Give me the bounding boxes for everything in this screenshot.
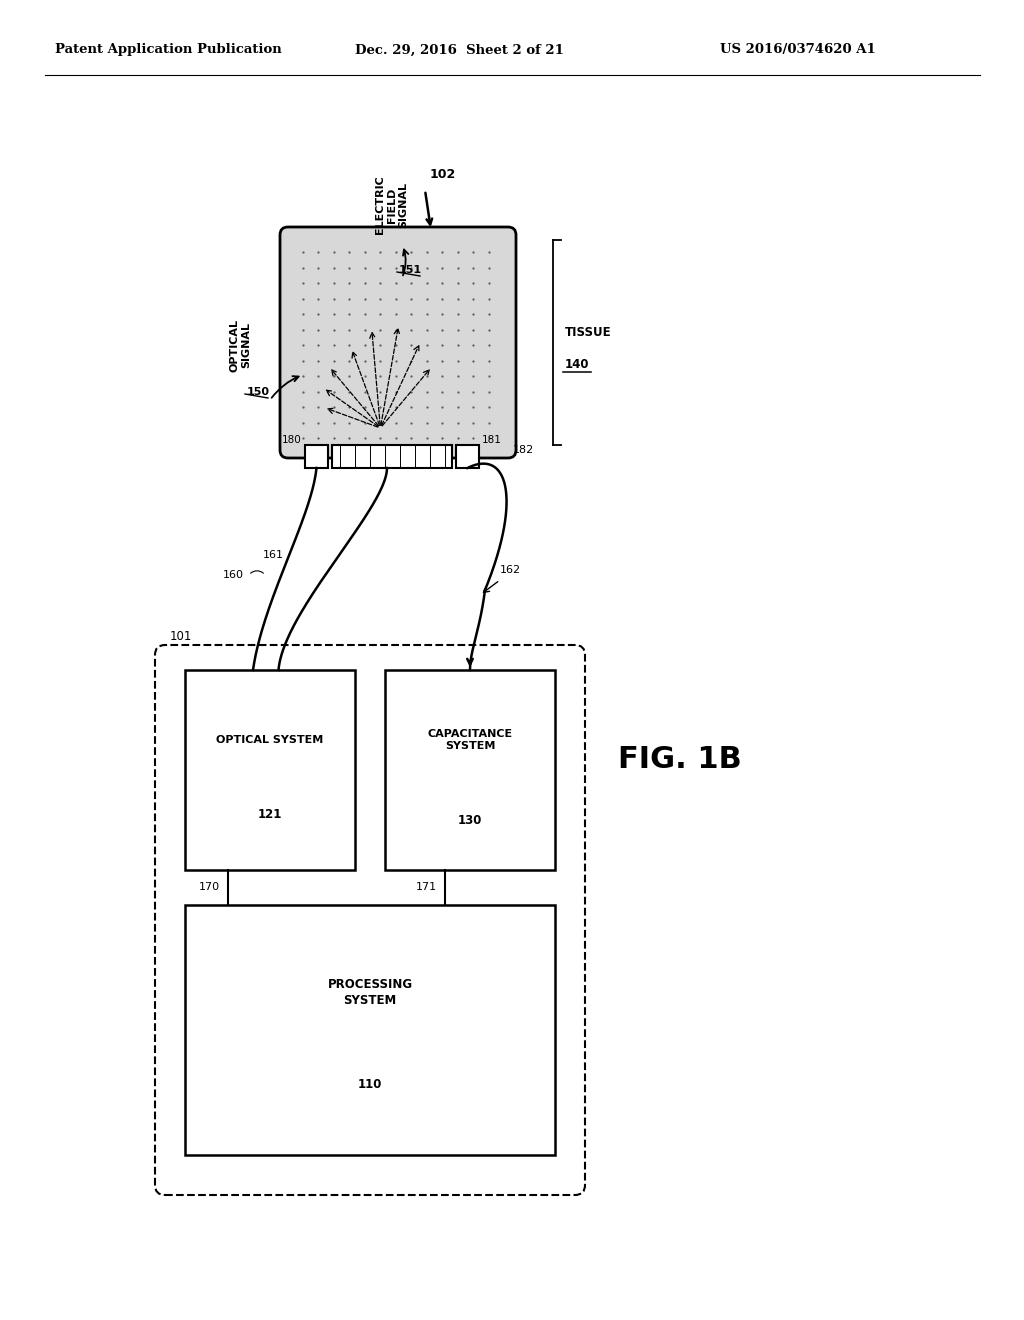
Bar <box>332 445 452 469</box>
Text: Patent Application Publication: Patent Application Publication <box>55 44 282 57</box>
Text: 180: 180 <box>283 436 302 445</box>
Text: 162: 162 <box>500 565 521 576</box>
Text: PROCESSING
SYSTEM: PROCESSING SYSTEM <box>328 978 413 1007</box>
Text: 110: 110 <box>357 1078 382 1092</box>
Text: 130: 130 <box>458 813 482 826</box>
FancyBboxPatch shape <box>155 645 585 1195</box>
Text: 102: 102 <box>430 169 457 181</box>
Text: 171: 171 <box>416 883 436 892</box>
Text: 150: 150 <box>247 387 270 397</box>
Text: FIG. 1B: FIG. 1B <box>618 746 741 775</box>
Text: 151: 151 <box>399 265 422 275</box>
Bar <box>385 671 555 870</box>
FancyBboxPatch shape <box>280 227 516 458</box>
Text: 160: 160 <box>222 570 244 579</box>
Text: 121: 121 <box>258 808 283 821</box>
Bar <box>185 671 355 870</box>
Text: 101: 101 <box>170 630 193 643</box>
Text: 161: 161 <box>263 550 284 560</box>
Text: CAPACITANCE
SYSTEM: CAPACITANCE SYSTEM <box>427 729 513 751</box>
Text: 140: 140 <box>565 358 590 371</box>
Text: OPTICAL
SIGNAL: OPTICAL SIGNAL <box>229 318 251 371</box>
Text: 181: 181 <box>482 436 502 445</box>
Text: ELECTRIC
FIELD
SIGNAL: ELECTRIC FIELD SIGNAL <box>376 176 409 235</box>
Bar <box>456 445 479 469</box>
Text: Dec. 29, 2016  Sheet 2 of 21: Dec. 29, 2016 Sheet 2 of 21 <box>355 44 564 57</box>
Bar <box>185 906 555 1155</box>
Text: 182: 182 <box>512 445 534 455</box>
Text: US 2016/0374620 A1: US 2016/0374620 A1 <box>720 44 876 57</box>
Text: 170: 170 <box>199 883 219 892</box>
Text: OPTICAL SYSTEM: OPTICAL SYSTEM <box>216 735 324 744</box>
Bar <box>305 445 328 469</box>
Text: TISSUE: TISSUE <box>565 326 611 339</box>
